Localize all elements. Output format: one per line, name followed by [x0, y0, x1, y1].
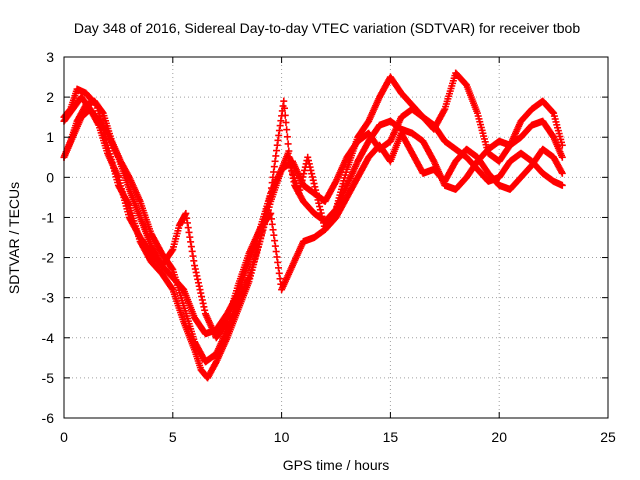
y-tick-label: -2	[42, 250, 55, 266]
data-point	[281, 104, 289, 112]
data-point	[281, 111, 289, 119]
x-tick-label: 15	[383, 429, 399, 445]
y-tick-label: 1	[46, 129, 54, 145]
y-tick-label: 0	[46, 169, 54, 185]
x-tick-label: 10	[274, 429, 290, 445]
data-point	[283, 126, 291, 134]
data-point	[558, 141, 566, 149]
series-track-4	[60, 105, 566, 342]
data-point	[558, 181, 566, 189]
y-axis-label: SDTVAR / TECUs	[6, 182, 22, 294]
x-tick-label: 20	[491, 429, 507, 445]
data-point	[280, 97, 288, 105]
y-tick-label: -3	[42, 290, 55, 306]
axis-ticks	[63, 56, 609, 419]
plot-frame	[63, 56, 609, 419]
tick-labels: 0 5 10 15 20 25 -6 -5 -4 -3 -2 -1 0 1 2 3	[42, 49, 616, 445]
y-tick-label: -1	[42, 209, 55, 225]
y-tick-label: 3	[46, 49, 54, 65]
data-point	[284, 140, 292, 148]
x-tick-label: 25	[600, 429, 616, 445]
y-tick-label: -4	[42, 330, 55, 346]
y-tick-label: 2	[46, 89, 54, 105]
data-point	[558, 169, 566, 177]
x-tick-label: 0	[60, 429, 68, 445]
y-tick-label: -5	[42, 370, 55, 386]
data-points	[60, 69, 566, 382]
data-point	[283, 133, 291, 141]
data-point	[282, 119, 290, 127]
x-tick-label: 5	[169, 429, 177, 445]
x-axis-label: GPS time / hours	[283, 457, 390, 473]
y-tick-label: -6	[42, 410, 55, 426]
data-point	[558, 153, 566, 161]
data-point	[285, 147, 293, 155]
chart-title: Day 348 of 2016, Sidereal Day-to-day VTE…	[74, 20, 581, 36]
